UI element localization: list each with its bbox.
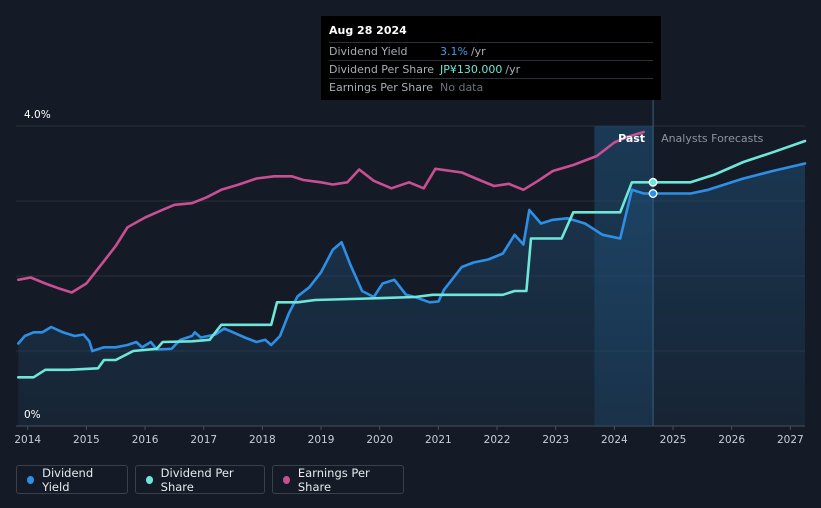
x-tick-label: 2020 (366, 434, 393, 446)
tooltip-unit: /yr (505, 63, 521, 76)
x-tick-label: 2027 (777, 434, 804, 446)
tooltip-row-earnings-per-share: Earnings Per Share No data (329, 79, 653, 96)
legend-dividend-per-share[interactable]: Dividend Per Share (135, 465, 265, 494)
x-tick-label: 2026 (718, 434, 745, 446)
x-tick-label: 2021 (425, 434, 452, 446)
tooltip-label: Earnings Per Share (329, 81, 434, 94)
tooltip-value: 3.1% (440, 45, 468, 58)
legend-dot-icon (146, 475, 153, 484)
legend-dot-icon (283, 475, 290, 484)
x-tick-label: 2018 (249, 434, 276, 446)
tooltip-row-dividend-per-share: Dividend Per Share JP¥130.000 /yr (329, 61, 653, 79)
dividend-yield-line (17, 162, 807, 353)
dividend-per-share-line (17, 139, 807, 379)
legend-label: Earnings Per Share (297, 465, 370, 494)
tooltip-date: Aug 28 2024 (329, 22, 653, 43)
x-tick-label: 2019 (308, 434, 335, 446)
x-tick-label: 2016 (132, 434, 159, 446)
tooltip-value: JP¥130.000 (440, 63, 503, 76)
tooltip-unit: /yr (470, 45, 486, 58)
earnings-per-share-line (17, 130, 645, 294)
tooltip-label: Dividend Per Share (329, 63, 435, 76)
x-tick-label: 2015 (73, 434, 100, 446)
x-tick-label: 2025 (660, 434, 687, 446)
legend-dot-icon (27, 475, 35, 484)
x-tick-label: 2023 (542, 434, 569, 446)
past-label: Past (618, 132, 645, 145)
hover-tooltip: Aug 28 2024 Dividend Yield 3.1% /yr Divi… (321, 16, 661, 100)
legend-earnings-per-share[interactable]: Earnings Per Share (272, 465, 404, 494)
analysts-forecasts-label: Analysts Forecasts (661, 132, 764, 145)
y-tick-label: 4.0% (24, 109, 51, 121)
legend-dividend-yield[interactable]: Dividend Yield (16, 465, 128, 494)
dividend-yield-area (18, 163, 806, 426)
legend-label: Dividend Per Share (160, 465, 234, 494)
x-tick-label: 2024 (601, 434, 628, 446)
y-tick-label: 0% (24, 409, 41, 421)
x-tick-label: 2022 (484, 434, 511, 446)
dividend-yield-hover-dot (648, 189, 658, 198)
legend-label: Dividend Yield (42, 465, 94, 494)
tooltip-value: No data (440, 81, 484, 94)
dividend-per-share-hover-dot (648, 177, 658, 187)
tooltip-row-dividend-yield: Dividend Yield 3.1% /yr (329, 43, 653, 61)
x-tick-label: 2014 (14, 434, 41, 446)
x-tick-label: 2017 (190, 434, 217, 446)
tooltip-label: Dividend Yield (329, 45, 408, 58)
